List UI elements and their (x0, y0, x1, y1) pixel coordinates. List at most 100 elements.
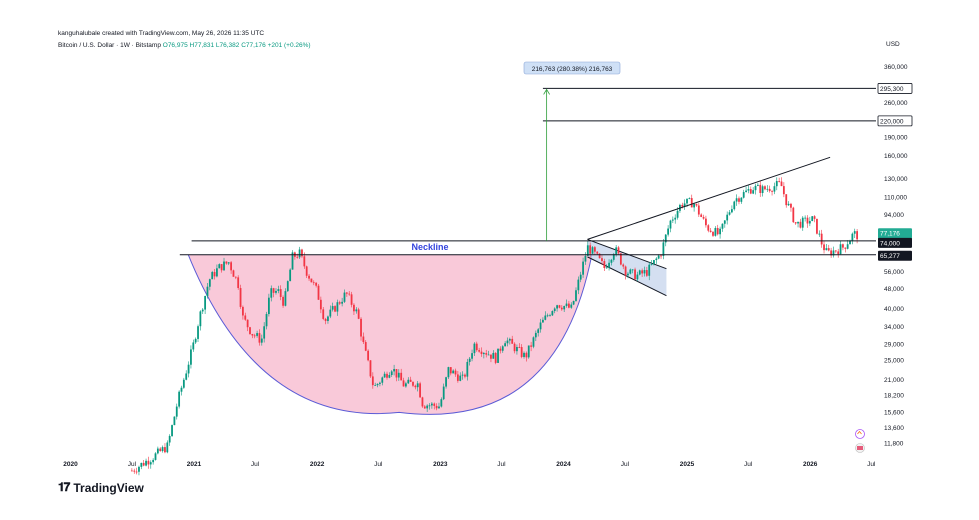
symbol-name: Bitcoin / U.S. Dollar · 1W · Bitstamp (58, 42, 161, 49)
x-tick-label: 2020 (63, 461, 78, 468)
candle-body (430, 403, 433, 406)
candle-body (405, 383, 407, 387)
flag-lower-line (587, 256, 667, 297)
candle-body (537, 329, 540, 333)
candle-body (849, 240, 851, 245)
candle-body (220, 264, 223, 271)
candle-body (520, 347, 523, 357)
candle-body (178, 391, 181, 407)
candle-body (653, 260, 655, 264)
y-tick-label: 25,000 (884, 358, 904, 365)
candle-body (251, 334, 254, 336)
candle-body (322, 309, 325, 319)
y-tick-label: 360,000 (884, 64, 908, 71)
candle-body (688, 198, 691, 199)
x-tick-label: Jul (251, 461, 260, 468)
candle-body (416, 383, 419, 388)
x-tick-label: 2025 (680, 461, 695, 468)
ohlc-values: O76,975 H77,831 L76,382 C77,176 +201 (+0… (162, 42, 311, 49)
candle-body (747, 189, 750, 191)
candle-body (286, 281, 289, 292)
candle-body (190, 349, 192, 365)
cup-curve (187, 254, 593, 415)
candle-body (853, 231, 856, 234)
candle-body (464, 374, 466, 377)
candle-body (494, 352, 497, 363)
candle-body (766, 188, 769, 190)
candle-body (508, 338, 511, 341)
candle-body (471, 353, 473, 359)
measure-label: 216,763 (280.38%) 216,763 (523, 61, 621, 75)
candle-body (291, 252, 294, 270)
candle-body (842, 244, 844, 248)
candle-body (634, 269, 636, 280)
tv-small-icons[interactable] (855, 429, 865, 453)
candle-body (376, 383, 379, 386)
candle-body (752, 190, 755, 194)
candle-body (459, 375, 462, 381)
candle-body (825, 248, 828, 251)
candle-body (440, 399, 443, 407)
candle-body (700, 214, 703, 217)
candle-body (324, 318, 327, 321)
x-tick-label: Jul (374, 461, 383, 468)
candle-body (414, 385, 417, 388)
trend-lines (179, 87, 876, 256)
candles (130, 177, 859, 476)
candle-body (523, 352, 525, 357)
candle-body (204, 296, 207, 310)
target-1-label-bg (877, 115, 913, 127)
candle-body (348, 293, 351, 295)
candle-body (133, 470, 136, 472)
candle-body (149, 462, 152, 465)
candle-body (681, 204, 684, 207)
candle-body (428, 405, 431, 407)
candle-body (827, 248, 830, 251)
y-tick-label: 94,000 (884, 212, 904, 219)
candle-body (138, 466, 140, 472)
candle-body (638, 270, 641, 275)
candle-body (608, 262, 610, 268)
candle-body (683, 203, 686, 207)
tradingview-logo[interactable]: 𝟏𝟕 TradingView (58, 480, 144, 495)
candle-body (166, 442, 169, 453)
candle-body (234, 276, 237, 278)
candle-body (194, 338, 197, 343)
candle-body (442, 386, 445, 400)
y-tick-label: 29,000 (884, 341, 904, 348)
candle-body (260, 338, 263, 343)
candle-body (341, 301, 344, 304)
candle-body (780, 181, 783, 187)
candle-body (808, 221, 811, 224)
candle-body (388, 374, 391, 378)
candle-body (648, 264, 651, 276)
y-tick-label: 13,600 (884, 425, 904, 432)
candle-body (336, 302, 339, 312)
candle-body (249, 327, 251, 335)
candle-body (237, 277, 240, 289)
candle-body (142, 462, 145, 466)
candle-body (223, 261, 225, 271)
candle-body (801, 217, 804, 228)
candle-body (173, 416, 176, 426)
y-tick-label: 160,000 (884, 153, 908, 160)
currency-label: USD (886, 41, 900, 48)
candle-body (171, 425, 173, 437)
candle-body (851, 233, 854, 241)
candle-body (393, 369, 395, 372)
candle-body (764, 186, 766, 190)
y-tick-label: 18,200 (884, 393, 904, 400)
candle-body (771, 191, 773, 192)
y-tick-label: 21,000 (884, 377, 904, 384)
candle-body (386, 373, 388, 378)
x-tick-label: Jul (128, 461, 137, 468)
candle-body (334, 306, 336, 312)
candle-body (643, 270, 646, 274)
candle-body (790, 203, 792, 208)
candle-body (185, 373, 188, 380)
candle-body (504, 343, 507, 347)
candle-body (728, 212, 731, 215)
candle-body (426, 405, 429, 409)
candle-body (400, 372, 403, 381)
